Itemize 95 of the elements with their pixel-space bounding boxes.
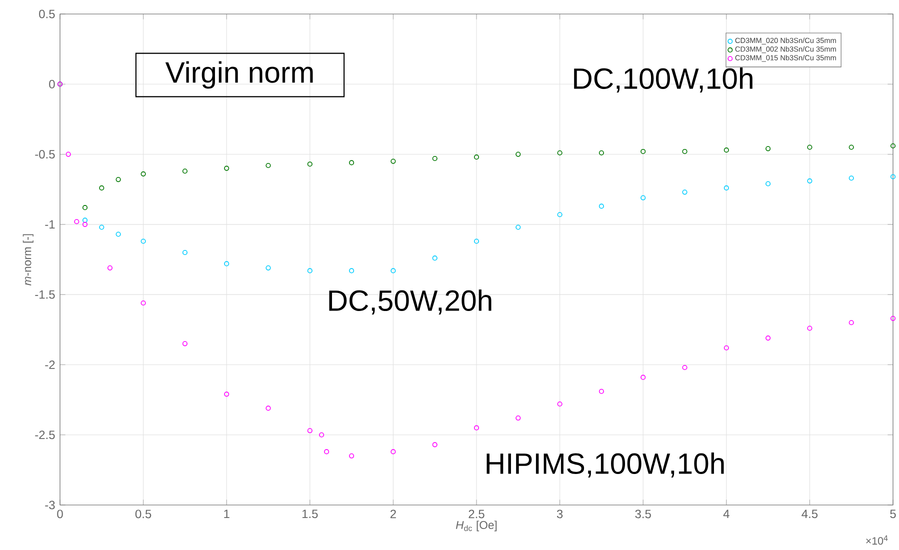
point	[390, 158, 396, 164]
point	[324, 449, 330, 454]
x-tick-label: 2.5	[468, 510, 484, 518]
point	[432, 256, 438, 261]
point	[474, 154, 480, 160]
point	[116, 232, 121, 237]
point	[107, 265, 113, 270]
point	[390, 268, 396, 274]
point	[766, 181, 771, 186]
text: ×10$^{4}$	[866, 535, 888, 545]
point	[349, 268, 354, 274]
point	[516, 415, 521, 421]
point	[557, 401, 562, 407]
point	[640, 374, 646, 380]
point	[266, 265, 271, 270]
x-tick-label: 1	[224, 510, 230, 518]
point	[266, 406, 271, 411]
x-tick-label: 1.5	[302, 510, 318, 518]
point	[557, 212, 562, 218]
x-tick-label: 2	[390, 510, 396, 518]
y-tick-label: -2	[45, 360, 55, 369]
annotation: DC,100W,10h	[574, 67, 752, 92]
x-tick-label: 4.5	[802, 510, 818, 518]
point	[307, 428, 312, 434]
point	[848, 176, 854, 181]
point	[598, 204, 604, 209]
point	[890, 174, 896, 180]
annotation: HIPIMS,100W,10h	[486, 452, 724, 478]
point	[140, 171, 146, 176]
point	[682, 364, 688, 370]
y-tick-label: 0.5	[39, 10, 55, 18]
point	[182, 341, 188, 346]
point	[682, 148, 688, 154]
point	[390, 449, 396, 454]
point	[82, 218, 88, 223]
point	[182, 250, 188, 256]
y-tick-label: -1.5	[35, 290, 55, 299]
point	[66, 152, 71, 157]
point	[82, 222, 88, 227]
x-tick-label: 3	[556, 510, 563, 518]
y-tick-label: -3	[45, 500, 55, 510]
point	[766, 336, 771, 341]
point	[682, 190, 688, 195]
point	[182, 168, 188, 174]
y-tick-label: -0.5	[35, 150, 55, 159]
point	[474, 425, 480, 430]
y-tick-label: 0	[49, 80, 55, 88]
point	[724, 148, 729, 153]
point	[116, 177, 121, 182]
point	[307, 268, 312, 274]
annotation: DC,50W,20h	[329, 289, 492, 314]
point	[140, 300, 146, 306]
x-tick-label: 4	[723, 510, 730, 518]
x-tick-label: 0.5	[135, 510, 152, 518]
point	[140, 238, 146, 244]
x-tick-label: 5	[890, 510, 896, 518]
point	[432, 156, 438, 162]
point	[224, 166, 230, 171]
point	[848, 144, 854, 150]
point	[598, 388, 604, 394]
point	[82, 205, 88, 210]
point	[99, 224, 104, 230]
x-tick-label: 0	[57, 510, 63, 518]
point	[74, 219, 80, 224]
point	[516, 152, 521, 157]
x-tick-label: 3.5	[635, 510, 651, 518]
point	[224, 392, 230, 397]
point	[349, 453, 354, 458]
point	[724, 185, 729, 190]
point	[598, 150, 604, 156]
point	[724, 345, 729, 350]
point	[640, 148, 646, 154]
point	[890, 143, 896, 148]
point	[349, 160, 354, 166]
y-tick-label: -1	[45, 220, 55, 229]
point	[474, 238, 480, 244]
point	[224, 261, 230, 266]
point	[266, 162, 271, 168]
point	[319, 432, 324, 438]
point	[516, 224, 521, 230]
point	[432, 442, 438, 448]
y-axis-title: m-norm [-]	[22, 234, 34, 286]
y-tick-label: -2.5	[35, 430, 55, 440]
point	[766, 146, 771, 152]
point	[807, 144, 812, 150]
point	[99, 185, 104, 190]
x-axis-title: H$_{dc}$ [Oe]	[456, 520, 497, 532]
point	[807, 326, 812, 331]
point	[848, 320, 854, 326]
point	[307, 162, 312, 167]
point	[890, 316, 896, 321]
point	[557, 150, 562, 156]
point	[640, 195, 646, 200]
annotation: Virgin norm	[165, 61, 313, 89]
point	[807, 178, 812, 184]
